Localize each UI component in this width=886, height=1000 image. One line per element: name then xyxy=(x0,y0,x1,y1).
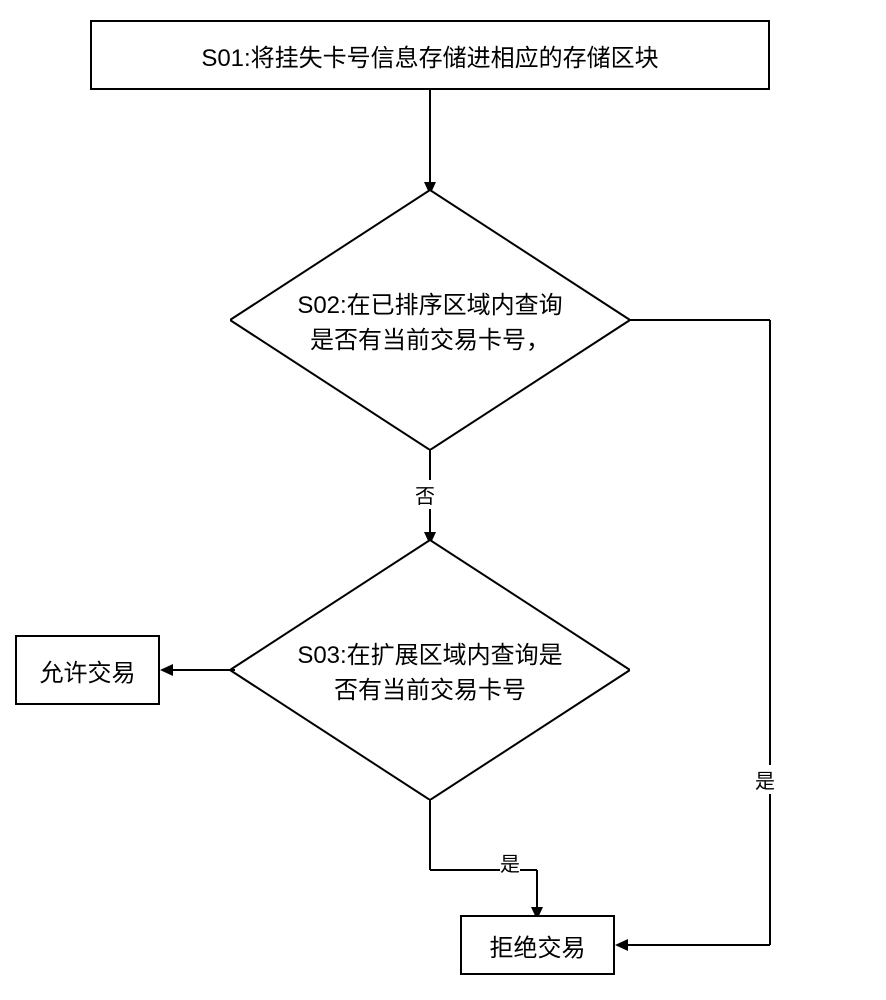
node-s02-decision: S02:在已排序区域内查询是否有当前交易卡号， xyxy=(230,190,630,450)
node-s01-label: S01:将挂失卡号信息存储进相应的存储区块 xyxy=(201,38,658,73)
edge-s03-allow xyxy=(160,660,235,680)
node-allow-label: 允许交易 xyxy=(40,653,136,688)
edge-s02-s03-label: 否 xyxy=(415,480,435,509)
node-s03-decision: S03:在扩展区域内查询是否有当前交易卡号 xyxy=(230,540,630,800)
edge-s03-reject xyxy=(420,800,550,920)
node-s02-label: S02:在已排序区域内查询是否有当前交易卡号， xyxy=(290,285,570,355)
edge-s02-reject-label: 是 xyxy=(755,765,775,794)
node-reject-label: 拒绝交易 xyxy=(490,928,586,963)
edge-s02-reject xyxy=(615,310,795,955)
node-allow-process: 允许交易 xyxy=(15,635,160,705)
edge-s01-s02 xyxy=(420,90,440,195)
node-s01-process: S01:将挂失卡号信息存储进相应的存储区块 xyxy=(90,20,770,90)
edge-s03-reject-label: 是 xyxy=(500,848,520,877)
node-s03-label: S03:在扩展区域内查询是否有当前交易卡号 xyxy=(290,635,570,705)
node-reject-process: 拒绝交易 xyxy=(460,915,615,975)
